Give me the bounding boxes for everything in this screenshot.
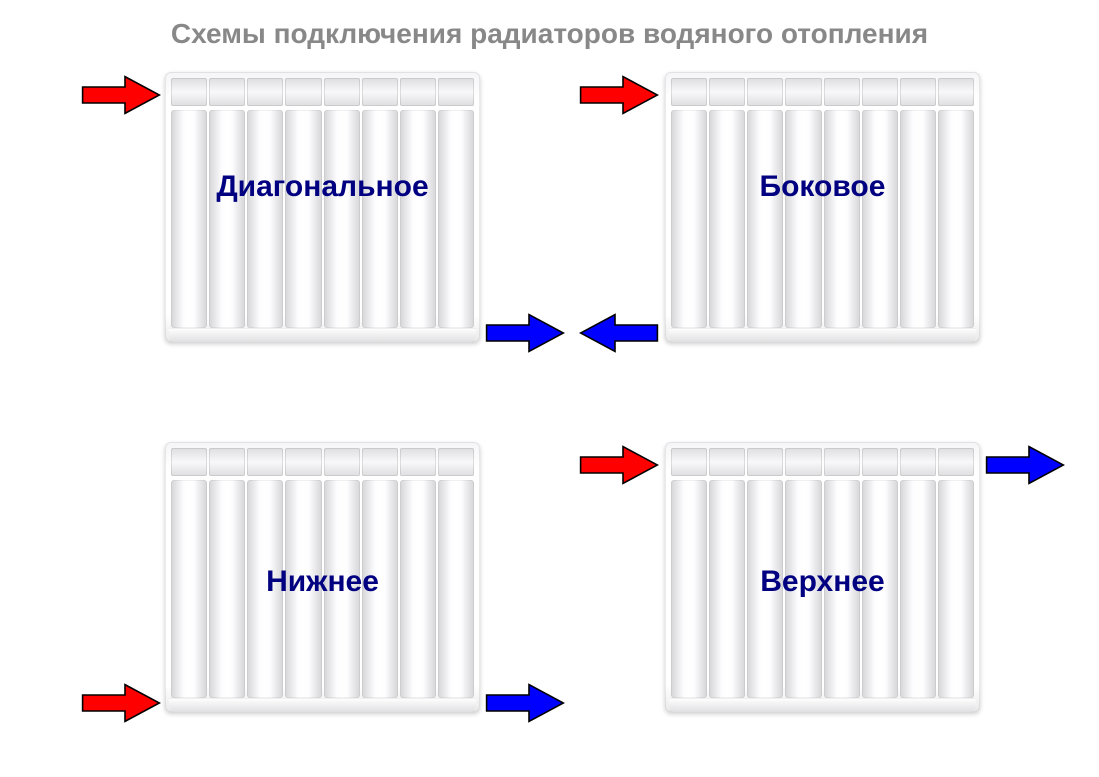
radiator-fin — [824, 110, 860, 328]
outlet-arrow-icon — [485, 312, 565, 354]
radiator-header-segment — [438, 448, 474, 476]
radiator-fin — [862, 110, 898, 328]
radiator-header-segment — [324, 78, 360, 106]
radiator-body — [171, 110, 474, 328]
radiator-header-segment — [862, 78, 898, 106]
radiator-header-segment — [671, 78, 707, 106]
radiator-header-segment — [824, 78, 860, 106]
scheme-panel-bottom: Нижнее — [55, 430, 555, 760]
radiator-header-segment — [171, 78, 207, 106]
scheme-panel-diagonal: Диагональное — [55, 60, 555, 390]
radiator-header-segment — [400, 448, 436, 476]
radiator-header-segment — [938, 448, 974, 476]
radiator-fin — [400, 110, 436, 328]
page-title: Схемы подключения радиаторов водяного от… — [0, 18, 1099, 50]
inlet-arrow-icon — [579, 444, 659, 486]
radiator-header-segment — [900, 78, 936, 106]
radiator-header-segment — [862, 448, 898, 476]
radiator-header-segment — [285, 78, 321, 106]
radiator-header-segment — [438, 78, 474, 106]
radiator-header — [171, 448, 474, 476]
radiator-body — [671, 110, 974, 328]
radiator-header-segment — [747, 448, 783, 476]
scheme-label-diagonal: Диагональное — [165, 170, 480, 204]
inlet-arrow-icon — [81, 682, 161, 724]
radiator-header-segment — [671, 448, 707, 476]
inlet-arrow-icon — [81, 74, 161, 116]
radiator-header-segment — [171, 448, 207, 476]
radiator-icon — [165, 72, 480, 342]
radiator-header-segment — [709, 448, 745, 476]
scheme-label-top: Верхнее — [665, 565, 980, 599]
radiator-fin — [938, 110, 974, 328]
scheme-label-bottom: Нижнее — [165, 565, 480, 599]
radiator-icon — [665, 72, 980, 342]
radiator-fin — [171, 110, 207, 328]
radiator-header-segment — [209, 448, 245, 476]
radiator-footer — [169, 698, 476, 712]
radiator-fin — [247, 110, 283, 328]
radiator-fin — [747, 110, 783, 328]
outlet-arrow-icon — [485, 682, 565, 724]
radiator-header-segment — [938, 78, 974, 106]
scheme-label-side: Боковое — [665, 170, 980, 204]
scheme-panel-top: Верхнее — [555, 430, 1055, 760]
radiator-footer — [669, 698, 976, 712]
radiator-fin — [709, 110, 745, 328]
radiator-header — [671, 78, 974, 106]
scheme-panel-side: Боковое — [555, 60, 1055, 390]
radiator-header-segment — [209, 78, 245, 106]
radiator-header-segment — [900, 448, 936, 476]
radiator-header-segment — [785, 448, 821, 476]
radiator-header-segment — [247, 78, 283, 106]
radiator-fin — [900, 110, 936, 328]
radiator-header-segment — [747, 78, 783, 106]
radiator-footer — [169, 328, 476, 342]
radiator-header-segment — [400, 78, 436, 106]
radiator-fin — [438, 110, 474, 328]
radiator-fin — [324, 110, 360, 328]
radiator-header-segment — [709, 78, 745, 106]
radiator-fin — [671, 110, 707, 328]
radiator-header-segment — [824, 448, 860, 476]
inlet-arrow-icon — [579, 74, 659, 116]
outlet-arrow-icon — [985, 444, 1065, 486]
radiator-fin — [362, 110, 398, 328]
radiator-header-segment — [285, 448, 321, 476]
radiator-fin — [285, 110, 321, 328]
radiator-fin — [785, 110, 821, 328]
radiator-header-segment — [362, 78, 398, 106]
radiator-header-segment — [785, 78, 821, 106]
radiator-header — [671, 448, 974, 476]
radiator-fin — [209, 110, 245, 328]
radiator-header — [171, 78, 474, 106]
radiator-header-segment — [324, 448, 360, 476]
outlet-arrow-icon — [579, 312, 659, 354]
radiator-footer — [669, 328, 976, 342]
radiator-header-segment — [362, 448, 398, 476]
radiator-header-segment — [247, 448, 283, 476]
